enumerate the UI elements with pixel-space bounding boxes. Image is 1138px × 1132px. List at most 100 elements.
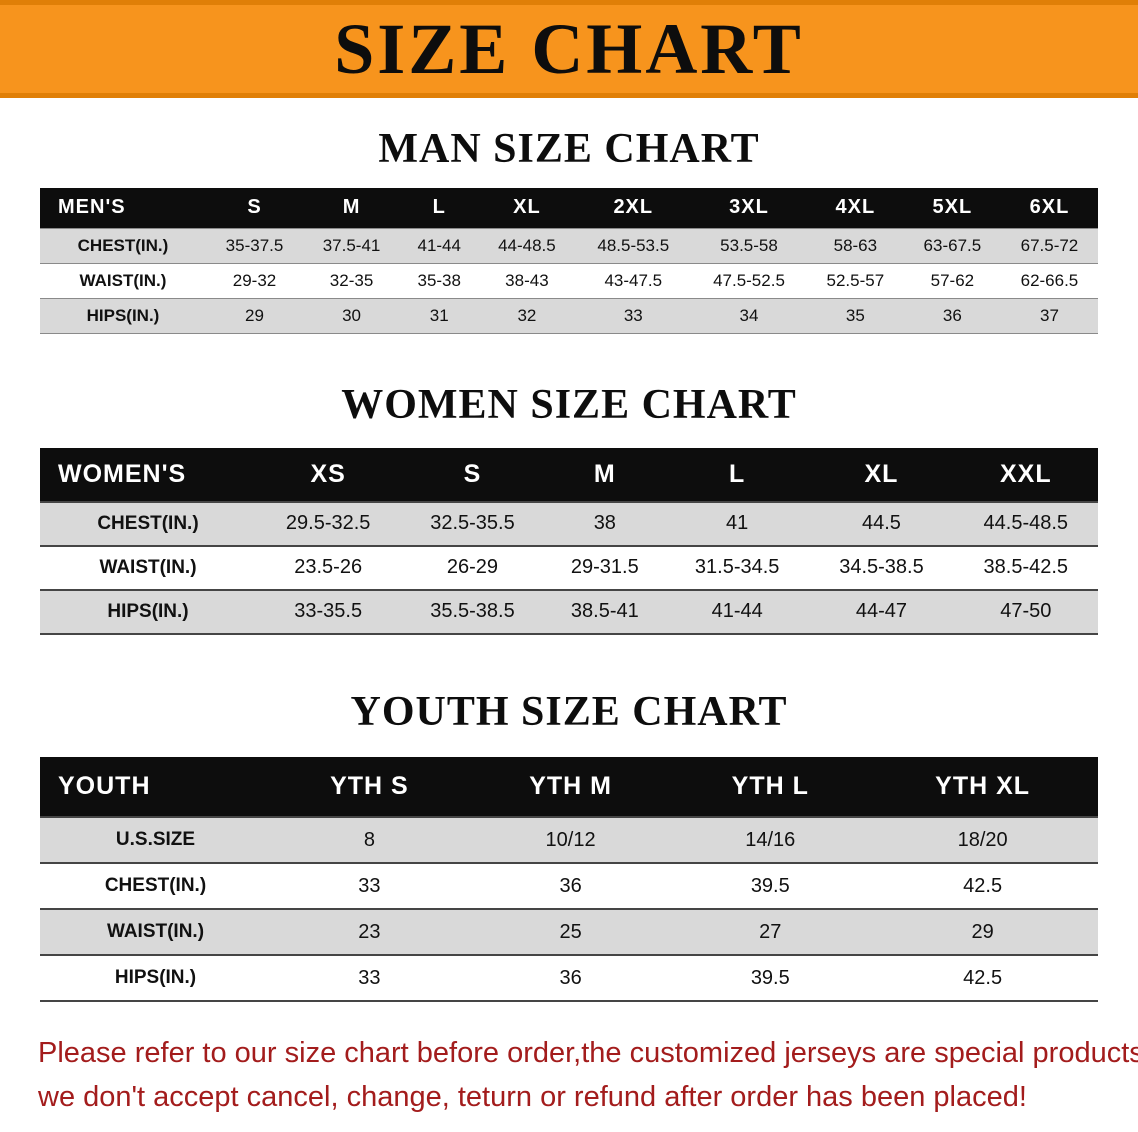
row-label: WAIST(IN.) [79, 270, 167, 290]
size-column-header: XS [256, 447, 401, 502]
size-chart-banner: SIZE CHART [0, 0, 1138, 98]
size-value-cell: 32 [517, 305, 537, 325]
order-policy-note-line2: we don't accept cancel, change, teturn o… [38, 1080, 1027, 1113]
size-value-cell: 37.5-41 [322, 235, 381, 255]
youth-table-header: YOUTH YTH S YTH M YTH L YTH XL [40, 757, 1098, 818]
table-title-cell: WOMEN'S [40, 447, 256, 502]
size-value-cell: 44.5 [862, 512, 901, 535]
men-table-body: CHEST(IN.) 35-37.5 37.5-41 41-44 44-48.5 48.5… [40, 228, 1098, 334]
size-value-cell: 29.5-32.5 [285, 512, 371, 535]
men-table-header: MEN'S S M L XL 2XL 3XL 4XL 5XL 6XL [40, 188, 1098, 229]
measurement-row: CHEST(IN.) 33 36 39.5 42.5 [40, 863, 1098, 909]
size-column-header: XXL [953, 447, 1098, 502]
table-title-cell: MEN'S [40, 188, 206, 229]
size-value-cell: 26-29 [446, 556, 499, 579]
size-value-cell: 47-50 [1000, 600, 1052, 623]
size-value-cell: 38.5-42.5 [983, 556, 1069, 579]
youth-size-table: YOUTH YTH S YTH M YTH L YTH XL U.S.SIZE 8 10/1… [40, 757, 1098, 1003]
size-value-cell: 63-67.5 [923, 235, 982, 255]
women-table-header: WOMEN'S XS S M L XL XXL [40, 447, 1098, 502]
size-value-cell: 32-35 [329, 270, 374, 290]
size-value-cell: 27 [759, 920, 782, 943]
size-value-cell: 67.5-72 [1020, 235, 1079, 255]
size-value-cell: 35-37.5 [225, 235, 284, 255]
size-column-header: 4XL [806, 188, 904, 229]
size-value-cell: 10/12 [545, 828, 596, 851]
size-value-cell: 33 [358, 966, 381, 989]
size-value-cell: 36 [942, 305, 962, 325]
size-column-header: 3XL [691, 188, 807, 229]
size-value-cell: 58-63 [833, 235, 878, 255]
men-section-heading: MAN SIZE CHART [378, 126, 760, 172]
size-value-cell: 33-35.5 [294, 600, 363, 623]
women-table-body: CHEST(IN.) 29.5-32.5 32.5-35.5 38 41 44.5 44.5… [40, 501, 1098, 634]
row-label: HIPS(IN.) [114, 967, 197, 989]
size-value-cell: 38.5-41 [570, 600, 639, 623]
row-label: CHEST(IN.) [77, 235, 169, 255]
youth-section-heading: YOUTH SIZE CHART [350, 688, 788, 735]
row-label: WAIST(IN.) [106, 921, 205, 943]
size-value-cell: 39.5 [750, 874, 790, 897]
row-label: WAIST(IN.) [99, 556, 197, 578]
size-value-cell: 44-47 [855, 600, 908, 623]
size-value-cell: 42.5 [963, 874, 1003, 897]
women-section-heading: WOMEN SIZE CHART [341, 381, 797, 428]
header-row: WOMEN'S XS S M L XL XXL [40, 447, 1098, 502]
size-value-cell: 29-31.5 [570, 556, 639, 579]
measurement-row: WAIST(IN.) 23.5-26 26-29 29-31.5 31.5-34.5 34… [40, 545, 1098, 590]
row-label: U.S.SIZE [115, 829, 196, 851]
size-value-cell: 29-32 [232, 270, 277, 290]
row-label: CHEST(IN.) [97, 512, 199, 534]
size-value-cell: 41-44 [417, 235, 461, 255]
men-size-table: MEN'S S M L XL 2XL 3XL 4XL 5XL 6XL CHEST(IN.) 35-3… [40, 188, 1098, 334]
order-policy-note-line1: Please refer to our size chart before or… [38, 1037, 1138, 1070]
size-value-cell: 23.5-26 [294, 556, 363, 579]
size-value-cell: 33 [358, 874, 381, 897]
size-column-header: YTH S [271, 757, 468, 818]
size-value-cell: 30 [342, 305, 361, 325]
size-column-header: XL [478, 188, 576, 229]
header-row: MEN'S S M L XL 2XL 3XL 4XL 5XL 6XL [40, 188, 1098, 229]
row-label: HIPS(IN.) [107, 600, 189, 622]
size-value-cell: 31.5-34.5 [694, 556, 780, 579]
size-column-header: XL [809, 447, 954, 502]
women-size-table: WOMEN'S XS S M L XL XXL CHEST(IN.) 29.5-32.5 32.… [40, 447, 1098, 635]
size-value-cell: 41 [726, 512, 749, 535]
size-value-cell: 36 [559, 966, 582, 989]
measurement-row: WAIST(IN.) 23 25 27 29 [40, 909, 1098, 956]
size-column-header: 2XL [575, 188, 692, 229]
order-policy-note: Please refer to our size chart before or… [38, 1032, 1138, 1119]
size-value-cell: 42.5 [963, 966, 1003, 989]
size-value-cell: 47.5-52.5 [713, 270, 785, 290]
size-value-cell: 37 [1039, 305, 1059, 325]
size-column-header: 6XL [1000, 188, 1098, 229]
size-value-cell: 39.5 [750, 966, 790, 989]
size-column-header: YTH M [467, 757, 674, 818]
size-value-cell: 36 [559, 874, 582, 897]
size-value-cell: 29 [245, 305, 264, 325]
size-value-cell: 35-38 [417, 270, 461, 290]
row-label: HIPS(IN.) [86, 305, 160, 325]
size-value-cell: 18/20 [957, 828, 1008, 851]
size-value-cell: 32.5-35.5 [430, 512, 515, 535]
youth-table-body: U.S.SIZE 8 10/12 14/16 18/20 CHEST(IN.) 33 36 39… [40, 817, 1098, 1001]
size-value-cell: 23 [358, 920, 381, 943]
size-value-cell: 8 [363, 828, 375, 851]
size-value-cell: 35 [845, 305, 865, 325]
size-value-cell: 29 [971, 920, 994, 943]
size-value-cell: 38 [593, 512, 616, 535]
size-value-cell: 33 [623, 305, 643, 325]
size-value-cell: 34 [739, 305, 759, 325]
size-value-cell: 48.5-53.5 [597, 235, 670, 255]
size-value-cell: 57-62 [930, 270, 975, 290]
size-column-header: L [665, 447, 810, 502]
measurement-row: HIPS(IN.) 33 36 39.5 42.5 [40, 955, 1098, 1001]
size-value-cell: 14/16 [745, 828, 796, 851]
size-value-cell: 52.5-57 [826, 270, 885, 290]
size-value-cell: 44-48.5 [498, 235, 556, 255]
measurement-row: HIPS(IN.) 33-35.5 35.5-38.5 38.5-41 41-44 44-… [40, 589, 1098, 634]
size-value-cell: 38-43 [505, 270, 549, 290]
measurement-row: CHEST(IN.) 35-37.5 37.5-41 41-44 44-48.5 48.5… [40, 228, 1098, 264]
size-column-header: 5XL [903, 188, 1001, 229]
size-value-cell: 25 [559, 920, 582, 943]
